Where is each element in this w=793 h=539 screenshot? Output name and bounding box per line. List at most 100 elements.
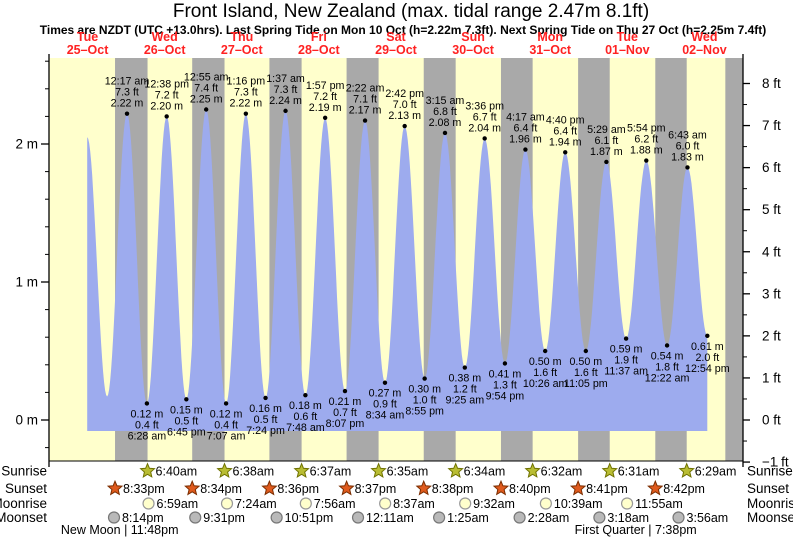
low-tide-annotation-line: 7:24 pm [246,425,285,437]
tide-area [87,109,708,431]
row-label-left-sunset: Sunset [5,481,47,496]
high-tide-annotation-line: 2.24 m [269,95,302,107]
low-tide-annotation-line: 1.2 ft [453,384,477,396]
sunrise-star-icon [293,462,310,478]
low-tide-annotation-line: 0.61 m [691,341,724,353]
moonrise-time-label: 7:56am [314,497,356,511]
low-tide-annotation-line: 0.4 ft [214,419,238,431]
high-tide-annotation-line: 2:22 am [346,83,385,95]
moonset-time-label: 9:31pm [203,511,245,525]
low-tide-annotation-line: 0.12 m [210,408,243,420]
high-tide-annotation-line: 7.4 ft [194,83,218,95]
moonrise-time-label: 9:32am [473,497,515,511]
sunrise-time-label: 6:34am [464,465,506,479]
low-tide-annotation-line: 0.4 ft [135,419,159,431]
high-tide-dot [604,159,609,165]
day-date-label: 25–Oct [67,43,110,57]
moonset-circle-icon [189,511,202,524]
low-tide-annotation-line: 7:07 am [207,430,246,442]
high-tide-annotation-line: 1.94 m [549,136,582,148]
high-tide-annotation-line: 1:57 pm [306,80,345,92]
low-tide-annotation-line: 8:07 pm [326,418,365,430]
high-tide-annotation-line: 2.13 m [388,110,421,122]
sunrise-time-label: 6:32am [541,465,583,479]
sunset-time-label: 8:38pm [432,482,474,496]
moonset-time-label: 12:11am [366,511,414,525]
low-tide-dot [542,348,548,354]
low-tide-dot [502,361,508,366]
moonset-circle-icon [433,511,446,524]
low-tide-annotation-line: 0.27 m [369,388,402,400]
m-axis-tick-label: 0 m [15,413,38,428]
ft-axis-tick-label: −1 ft [762,455,789,470]
low-tide-annotation-line: 9:54 pm [486,390,525,402]
high-tide-annotation-line: 2.17 m [349,105,382,117]
high-tide-annotation-line: 12:55 am [184,72,229,84]
high-tide-dot [685,165,690,170]
page-title: Front Island, New Zealand (max. tidal ra… [172,1,650,22]
high-tide-annotation-line: 3:36 pm [465,100,504,112]
high-tide-annotation-line: 1:16 pm [227,76,266,88]
low-tide-dot [144,401,150,406]
high-tide-annotation-line: 4:17 am [506,112,545,124]
low-tide-annotation-line: 0.50 m [529,356,562,368]
low-tide-annotation-line: 0.18 m [289,400,322,412]
high-tide-annotation-line: 6.0 ft [676,140,700,152]
sunset-time-label: 8:42pm [663,482,705,496]
high-tide-annotation-line: 2.04 m [468,122,501,134]
sunset-time-label: 8:33pm [123,482,165,496]
day-date-label: 01–Nov [605,43,650,57]
high-tide-annotation-line: 6.4 ft [553,125,577,137]
low-tide-dot [583,348,589,354]
low-tide-annotation-line: 10:26 am [523,378,568,390]
low-tide-annotation-line: 0.50 m [569,356,602,368]
moonrise-circle-icon [539,497,552,510]
low-tide-dot [223,401,229,406]
low-tide-annotation-line: 1.3 ft [493,379,517,391]
low-tide-dot [263,395,268,401]
low-tide-annotation-line: 1.8 ft [655,361,679,373]
sunrise-star-icon [370,462,387,478]
low-tide-annotation-line: 2.0 ft [695,352,719,364]
sunrise-star-icon [447,462,464,478]
day-date-label: 26–Oct [144,43,187,57]
ft-axis-tick-label: 1 ft [762,370,781,385]
high-tide-annotation-line: 1.83 m [671,151,704,163]
high-tide-annotation-line: 5:54 pm [627,123,666,135]
low-tide-annotation-line: 11:05 pm [564,378,608,390]
day-name-label: Tue [617,30,638,44]
moonset-circle-icon [672,511,685,524]
low-tide-annotation-line: 12:54 pm [685,363,730,375]
low-tide-dot [303,392,308,398]
low-tide-annotation-line: 0.21 m [329,396,362,408]
day-name-label: Wed [691,30,717,44]
low-tide-annotation-line: 0.41 m [489,368,522,380]
low-tide-annotation-line: 7:48 am [286,422,325,434]
sunset-star-icon [569,479,587,496]
moonset-time-label: 2:28am [528,511,570,525]
sunrise-star-icon [678,462,695,478]
high-tide-annotation-line: 6.2 ft [634,134,658,146]
low-tide-annotation-line: 6:45 pm [167,426,206,438]
sunrise-time-label: 6:37am [310,465,352,479]
high-tide-annotation-line: 7.2 ft [155,89,179,101]
low-tide-annotation-line: 11:37 am [604,366,648,378]
moonrise-circle-icon [299,497,312,510]
high-tide-annotation-line: 3:15 am [426,95,465,107]
high-tide-dot [243,111,249,116]
moonrise-time-label: 7:24am [235,497,277,511]
high-tide-annotation-line: 2.20 m [150,100,183,112]
low-tide-annotation-line: 1.0 ft [413,395,437,407]
high-tide-annotation-line: 5:29 am [587,124,626,136]
day-name-label: Sat [386,30,406,44]
day-date-label: 31–Oct [529,43,572,57]
moonrise-time-label: 10:39am [554,497,603,511]
low-tide-annotation-line: 0.16 m [249,403,282,415]
moonset-time-label: 10:51pm [285,511,334,525]
day-name-label: Fri [311,30,327,44]
high-tide-dot [322,115,328,120]
moonset-circle-icon [107,511,121,524]
low-tide-annotation-line: 0.30 m [408,384,441,396]
moonset-circle-icon [351,511,365,524]
